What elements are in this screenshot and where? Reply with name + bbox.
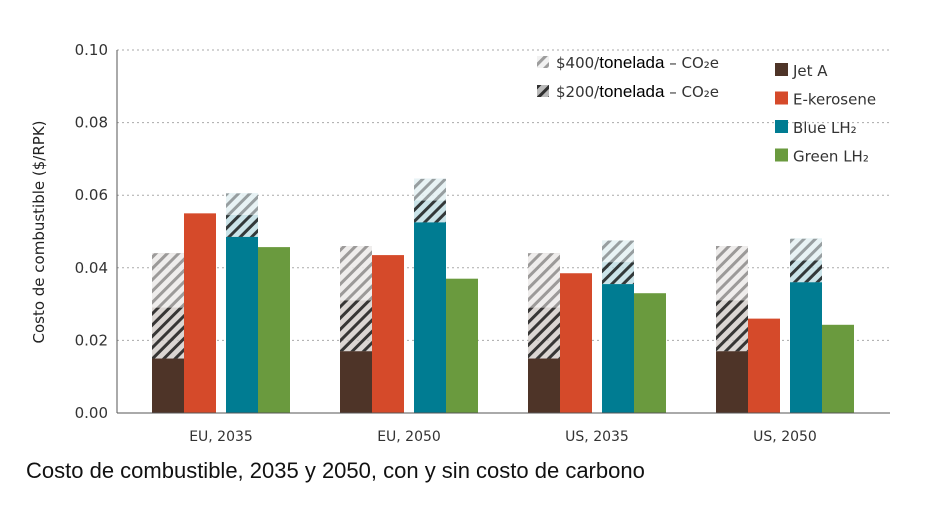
bar-green-lh- — [634, 293, 666, 413]
legend-label: Green LH₂ — [793, 148, 869, 166]
legend-label-carbon: $400/tonelada – CO₂e — [556, 53, 719, 72]
bar-e-kerosene — [748, 318, 780, 413]
bar-jet-a — [716, 351, 748, 413]
x-tick-label: US, 2050 — [753, 429, 817, 445]
x-tick-label: EU, 2035 — [189, 429, 253, 445]
y-tick-label: 0.04 — [75, 259, 108, 277]
x-tick-label: US, 2035 — [565, 429, 629, 445]
bar-blue-lh- — [790, 282, 822, 413]
bar-jet-a — [152, 358, 184, 413]
hatch-blue-lh--200 — [226, 215, 258, 237]
hatch-jet-a-200 — [340, 300, 372, 352]
bar-e-kerosene — [372, 255, 404, 413]
legend-swatch — [775, 91, 788, 105]
x-tick-label: EU, 2050 — [377, 429, 441, 445]
bar-blue-lh- — [602, 284, 634, 413]
bar-blue-lh- — [226, 236, 258, 413]
legend-label: Jet A — [792, 62, 828, 80]
legend-hatch — [537, 85, 549, 97]
bar-e-kerosene — [184, 213, 216, 413]
chart-caption: Costo de combustible, 2035 y 2050, con y… — [26, 458, 645, 483]
bar-green-lh- — [258, 247, 290, 413]
hatch-blue-lh--400 — [226, 193, 258, 216]
hatch-jet-a-200 — [716, 300, 748, 352]
legend-swatch — [775, 148, 788, 162]
hatch-blue-lh--400 — [602, 240, 634, 263]
legend-label: E-kerosene — [793, 91, 876, 109]
bar-green-lh- — [822, 324, 854, 413]
bar-jet-a — [528, 358, 560, 413]
hatch-jet-a-200 — [152, 307, 184, 359]
hatch-blue-lh--400 — [790, 238, 822, 261]
bar-green-lh- — [446, 278, 478, 413]
hatch-jet-a-400 — [716, 246, 748, 301]
hatch-jet-a-400 — [528, 253, 560, 308]
hatch-jet-a-400 — [340, 246, 372, 301]
y-tick-label: 0.06 — [75, 186, 108, 204]
hatch-jet-a-200 — [528, 307, 560, 359]
legend-swatch — [775, 120, 788, 133]
hatch-blue-lh--200 — [414, 200, 446, 223]
hatch-jet-a-400 — [152, 253, 184, 308]
y-tick-label: 0.00 — [75, 404, 108, 422]
bar-blue-lh- — [414, 222, 446, 413]
legend-label: Blue LH₂ — [793, 119, 857, 137]
y-tick-label: 0.08 — [75, 114, 108, 132]
legend-swatch — [775, 63, 788, 76]
legend-hatch — [537, 56, 549, 68]
y-tick-label: 0.02 — [75, 331, 108, 349]
hatch-blue-lh--200 — [790, 260, 822, 283]
hatch-blue-lh--400 — [414, 178, 446, 201]
bar-jet-a — [340, 351, 372, 413]
bar-e-kerosene — [560, 273, 592, 413]
y-axis-label: Costo de combustible ($/RPK) — [30, 120, 48, 343]
hatch-blue-lh--200 — [602, 262, 634, 285]
y-tick-label: 0.10 — [75, 41, 108, 59]
legend-label-carbon: $200/tonelada – CO₂e — [556, 82, 719, 101]
